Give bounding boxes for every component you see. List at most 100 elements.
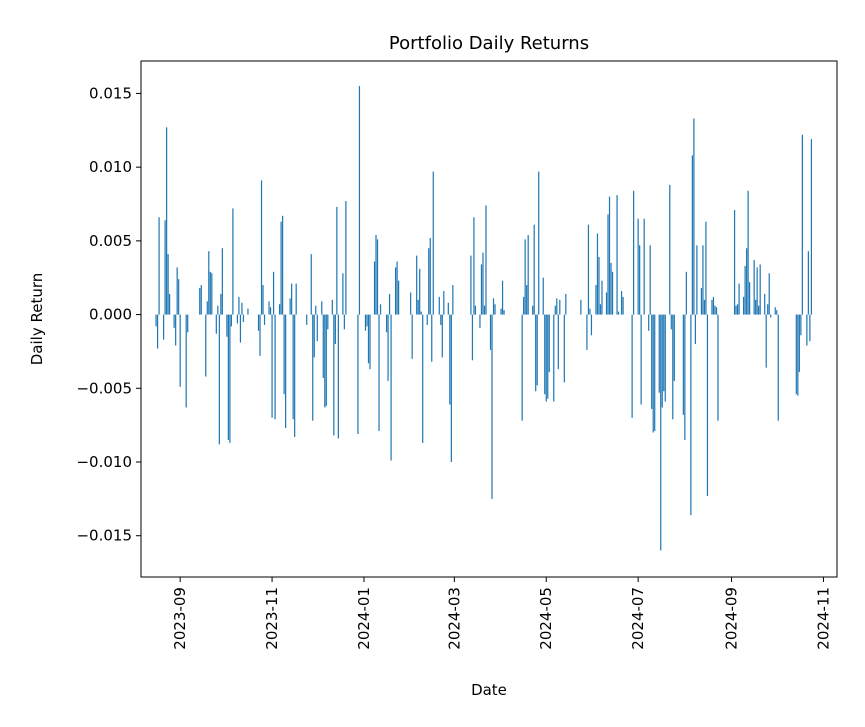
bar [387, 314, 389, 381]
bar [390, 314, 392, 461]
bar [450, 314, 452, 463]
chart-title: Portfolio Daily Returns [389, 33, 589, 54]
bar [777, 314, 779, 421]
bar [500, 308, 502, 315]
bar [601, 280, 603, 315]
bar [313, 314, 315, 358]
bar [325, 314, 327, 406]
bar [545, 314, 547, 402]
bar [651, 314, 653, 409]
bar [501, 280, 504, 315]
bar [268, 301, 270, 315]
bar [269, 307, 272, 315]
bar [227, 314, 229, 440]
bar [291, 283, 293, 315]
bar [705, 221, 707, 315]
y-tick-label: 0.000 [89, 306, 132, 324]
bar [238, 296, 240, 315]
bar [526, 285, 528, 315]
bar [758, 305, 760, 315]
bar [327, 314, 329, 330]
bar [696, 245, 698, 315]
bar [178, 279, 180, 315]
bar [765, 314, 767, 368]
x-axis-ticks: 2023-09 2023-11 2024-01 2024-03 2024-05 2024-… [171, 577, 832, 650]
bar [334, 314, 336, 345]
bar [247, 308, 249, 315]
plot-area-frame [140, 60, 838, 578]
bar [336, 206, 338, 315]
bar [735, 305, 737, 315]
bar [162, 314, 165, 340]
bar [342, 273, 344, 315]
bar [306, 314, 308, 325]
bar [262, 285, 264, 315]
bar [217, 305, 219, 315]
bar [471, 314, 474, 361]
bar [544, 314, 546, 395]
bar [376, 239, 379, 315]
bar [767, 304, 769, 315]
bar [744, 265, 746, 315]
bar [156, 314, 159, 349]
bar [682, 314, 684, 415]
bar [239, 314, 242, 343]
bar [215, 314, 217, 334]
bar [706, 314, 709, 496]
bar [527, 234, 529, 315]
bar [742, 296, 745, 315]
bar [282, 215, 284, 315]
bar [283, 314, 285, 395]
y-tick-label: −0.015 [76, 527, 132, 545]
bar [343, 314, 345, 330]
bar [717, 314, 719, 421]
bar [693, 118, 695, 315]
bar [795, 314, 797, 395]
bar [755, 299, 757, 315]
bar [158, 217, 160, 315]
bar [565, 293, 567, 315]
bar [205, 314, 207, 377]
bar [809, 314, 811, 342]
bar [521, 314, 523, 421]
bar [420, 311, 422, 315]
bar [208, 251, 210, 315]
bar [542, 277, 544, 315]
bar [610, 262, 612, 315]
bar [535, 314, 537, 392]
bar [800, 314, 802, 336]
bar [218, 314, 220, 445]
x-tick-label: 2023-11 [263, 587, 281, 650]
bar [272, 271, 275, 315]
bar [179, 314, 181, 387]
bar [229, 314, 231, 443]
bar [598, 257, 600, 315]
bar [345, 201, 347, 315]
bar [759, 264, 761, 315]
bar [373, 261, 376, 315]
bar [640, 314, 642, 405]
bar [648, 314, 650, 331]
bar [637, 218, 639, 315]
bar [503, 310, 505, 315]
bar [441, 314, 443, 358]
bar [333, 314, 335, 436]
bar [622, 296, 624, 315]
bar [652, 314, 654, 433]
bar [801, 134, 803, 315]
bar [595, 285, 597, 315]
bar [605, 292, 608, 315]
bar [523, 296, 525, 315]
bar [411, 314, 413, 359]
bar [295, 283, 297, 315]
bar [200, 285, 202, 315]
bar [776, 310, 778, 315]
bar [749, 282, 751, 315]
bar [649, 245, 651, 315]
bar [810, 139, 812, 315]
bar [452, 285, 454, 315]
bar [366, 314, 368, 327]
x-tick-label: 2024-01 [355, 587, 373, 650]
bar [596, 233, 599, 315]
bar [169, 293, 171, 315]
